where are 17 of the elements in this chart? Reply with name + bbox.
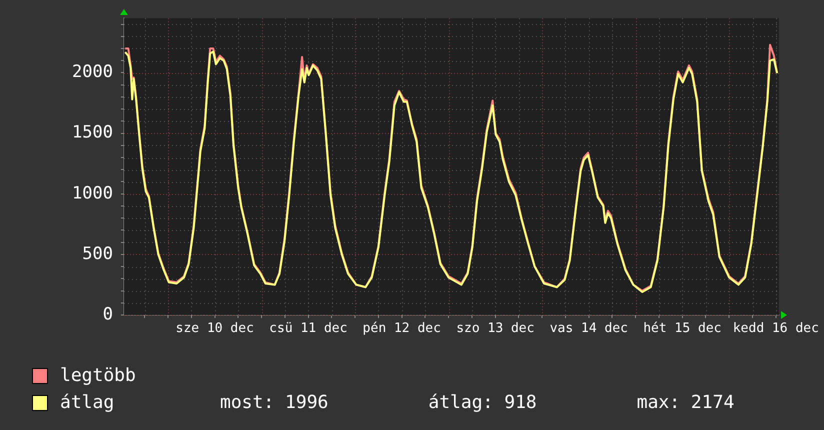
y-tick-label: 1500 — [72, 122, 113, 143]
y-tick-label: 500 — [82, 244, 113, 264]
x-tick-label: sze 10 dec — [176, 321, 254, 336]
text: max: 2174 — [636, 391, 734, 415]
x-tick-label: szo 13 dec — [456, 321, 534, 336]
y-tick-label: 2000 — [72, 62, 113, 82]
x-tick-label: pén 12 dec — [362, 321, 441, 336]
legend-label: átlag — [60, 391, 114, 415]
y-tick-label: 0 — [102, 304, 113, 324]
text: átlag: 918 — [428, 391, 537, 415]
x-tick-label: kedd 16 dec — [732, 321, 819, 336]
y-tick-label: 1000 — [72, 183, 113, 204]
x-tick-label: vas 14 dec — [550, 321, 628, 336]
x-tick-label: hét 15 dec — [643, 321, 722, 336]
text: most: 1996 — [220, 391, 328, 415]
legend-label: legtöbb — [60, 364, 136, 388]
x-tick-label: csü 11 dec — [269, 321, 348, 336]
